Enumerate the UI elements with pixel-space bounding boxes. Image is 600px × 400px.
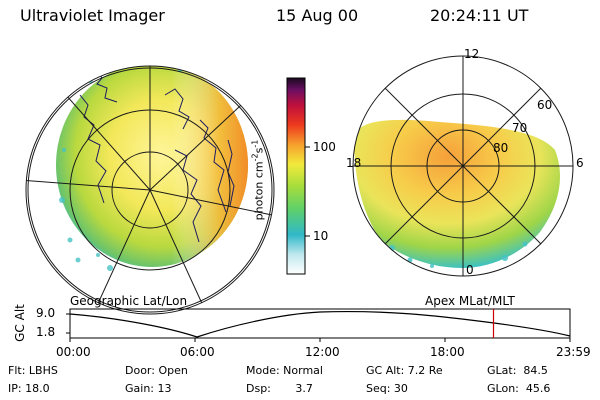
mag-limb [352,55,574,277]
colorbar-unit-label: photon cm-2s-1 [250,139,266,221]
info-gc-alt: GC Alt: 7.2 Re [366,364,443,377]
mlt-label-18: 18 [346,156,362,170]
mlt-label-0: 0 [466,263,474,277]
info-door: Door: Open [125,364,188,377]
geo-grid [26,66,273,313]
aurora-dayside-left [56,66,248,267]
colorbar-scale [286,77,306,275]
lat-label-70: 70 [512,121,528,135]
geo-limb [25,65,275,315]
colorbar [286,77,310,275]
xtick-3: 18:00 [430,345,465,359]
info-glon: GLon: 45.6 [487,382,551,395]
mag-grid [353,56,573,276]
info-ip: IP: 18.0 [8,382,50,395]
mlt-label-12: 12 [464,47,480,61]
geographic-panel [25,65,275,315]
info-gain: Gain: 13 [125,382,172,395]
date-label: 15 Aug 00 [276,6,359,25]
lat-label-60: 60 [537,98,553,112]
colorbar-tick-100: 100 [313,140,336,154]
info-seq: Seq: 30 [366,382,408,395]
instrument-title: Ultraviolet Imager [20,6,165,25]
altitude-timeline [66,308,571,342]
altitude-curve [69,310,571,338]
xtick-4: 23:59 [556,345,591,359]
lat-label-80: 80 [493,141,509,155]
apex-caption: Apex MLat/MLT [425,294,515,308]
ytick-low: 1.8 [36,325,56,339]
info-dsp: Dsp: 3.7 [246,382,313,395]
noise-fringe-right [370,228,528,268]
xtick-0: 00:00 [56,345,91,359]
timeline-ticks [66,313,571,342]
magnetic-panel [352,55,574,277]
time-label: 20:24:11 UT [430,6,529,25]
xtick-1: 06:00 [180,345,215,359]
mlt-label-6: 6 [576,156,584,170]
info-filter: Flt: LBHS [8,364,58,377]
geo-caption: Geographic Lat/Lon [70,294,188,308]
colorbar-tick-10: 10 [313,229,329,243]
xtick-2: 12:00 [305,345,340,359]
timeline-ylabel: GC Alt [13,304,27,342]
info-glat: GLat: 84.5 [487,364,548,377]
aurora-image-right [354,119,560,269]
info-mode: Mode: Normal [246,364,323,377]
ytick-high: 9.0 [36,306,56,320]
